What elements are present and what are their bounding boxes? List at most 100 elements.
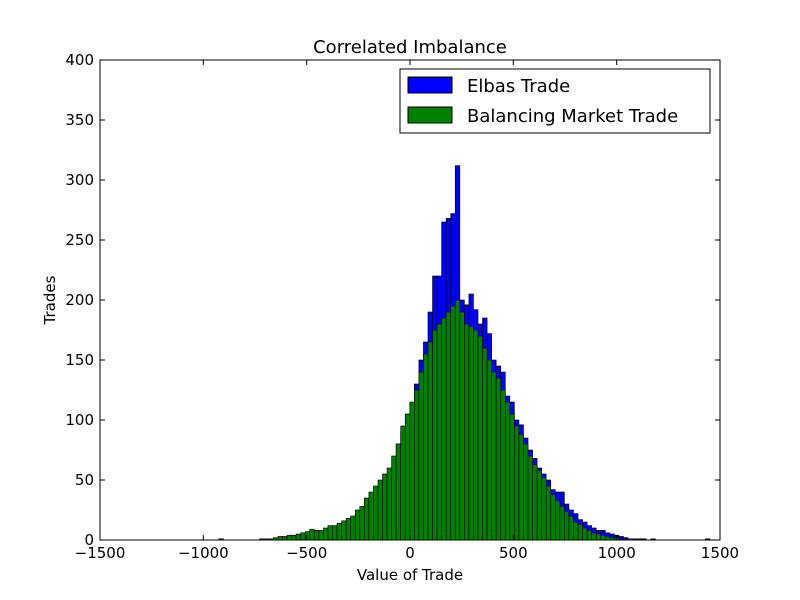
bar-balancing-market-trade xyxy=(545,485,552,541)
bar-balancing-market-trade xyxy=(373,485,379,541)
y-tick-label: 350 xyxy=(65,111,94,129)
bar-balancing-market-trade xyxy=(450,305,456,541)
bar-balancing-market-trade xyxy=(559,506,565,541)
legend-swatch-balancing-market-trade xyxy=(407,106,453,124)
bar-balancing-market-trade xyxy=(554,500,561,541)
bar-balancing-market-trade xyxy=(459,311,465,541)
x-tick-label: −1000 xyxy=(178,544,229,562)
bar-balancing-market-trade xyxy=(432,329,438,541)
bar-balancing-market-trade xyxy=(486,359,492,541)
bar-balancing-market-trade xyxy=(504,401,511,541)
bar-balancing-market-trade xyxy=(395,443,401,541)
bar-balancing-market-trade xyxy=(404,413,411,541)
bar-balancing-market-trade xyxy=(391,455,397,541)
bar-balancing-market-trade xyxy=(300,532,306,541)
y-axis-label: Trades xyxy=(41,275,59,325)
bar-balancing-market-trade xyxy=(564,510,570,541)
bar-balancing-market-trade xyxy=(341,520,347,541)
bar-balancing-market-trade xyxy=(568,515,574,541)
bar-balancing-market-trade xyxy=(527,455,533,541)
bar-balancing-market-trade xyxy=(282,536,288,541)
legend-label-balancing-market-trade: Balancing Market Trade xyxy=(467,106,678,127)
bar-balancing-market-trade xyxy=(314,530,320,541)
bar-balancing-market-trade xyxy=(377,479,383,541)
bar-balancing-market-trade xyxy=(318,530,324,541)
bar-balancing-market-trade xyxy=(468,326,474,541)
bar-balancing-market-trade xyxy=(304,531,311,541)
legend-label-elbas-trade: Elbas Trade xyxy=(467,76,570,97)
bar-balancing-market-trade xyxy=(409,401,415,541)
bar-balancing-market-trade xyxy=(532,464,538,541)
y-tick-label: 100 xyxy=(65,411,94,429)
bar-balancing-market-trade xyxy=(427,341,433,541)
x-tick-label: 500 xyxy=(499,544,528,562)
bar-balancing-market-trade xyxy=(382,473,388,541)
bar-balancing-market-trade xyxy=(518,434,524,541)
bar-balancing-market-trade xyxy=(286,534,292,541)
ticks-layer: −1500 −1000 −500 0 500 1000 1500 0 50 100 150 200 25… xyxy=(65,51,739,562)
bar-balancing-market-trade xyxy=(482,347,488,541)
bar-balancing-market-trade xyxy=(464,323,470,541)
bar-balancing-market-trade xyxy=(364,497,370,541)
bar-balancing-market-trade xyxy=(591,532,597,541)
bar-balancing-market-trade xyxy=(500,389,506,541)
bar-balancing-market-trade xyxy=(350,515,356,541)
bar-balancing-market-trade xyxy=(541,477,547,541)
bar-balancing-market-trade xyxy=(473,329,479,541)
y-tick-label: 250 xyxy=(65,231,94,249)
x-axis-label: Value of Trade xyxy=(357,566,463,584)
bar-balancing-market-trade xyxy=(359,506,365,541)
bar-balancing-market-trade xyxy=(536,470,542,541)
bar-balancing-market-trade xyxy=(445,311,452,541)
x-tick-label: 1000 xyxy=(598,544,636,562)
y-tick-label: 150 xyxy=(65,351,94,369)
bar-balancing-market-trade xyxy=(600,534,606,541)
bar-balancing-market-trade xyxy=(277,536,283,541)
y-tick-label: 200 xyxy=(65,291,94,309)
legend-swatch-elbas-trade xyxy=(407,76,453,94)
bar-balancing-market-trade xyxy=(595,533,602,541)
bar-balancing-market-trade xyxy=(414,389,420,541)
bar-balancing-market-trade xyxy=(368,491,374,541)
bar-balancing-market-trade xyxy=(441,317,447,541)
legend: Elbas Trade Balancing Market Trade xyxy=(399,68,711,134)
bar-balancing-market-trade xyxy=(323,527,329,541)
bar-balancing-market-trade xyxy=(327,525,333,541)
x-tick-label: −500 xyxy=(286,544,327,562)
bar-balancing-market-trade xyxy=(336,522,342,541)
bar-balancing-market-trade xyxy=(400,425,406,541)
bar-balancing-market-trade xyxy=(291,534,297,541)
y-tick-label: 400 xyxy=(65,51,94,69)
x-tick-label: 1500 xyxy=(701,544,739,562)
bar-balancing-market-trade xyxy=(523,443,529,541)
bar-balancing-market-trade xyxy=(454,299,461,541)
chart-title: Correlated Imbalance xyxy=(313,37,507,58)
bar-balancing-market-trade xyxy=(604,536,611,541)
bar-balancing-market-trade xyxy=(495,377,502,541)
bar-balancing-market-trade xyxy=(354,509,361,541)
bar-balancing-market-trade xyxy=(423,353,429,541)
y-tick-label: 50 xyxy=(75,471,94,489)
y-tick-label: 0 xyxy=(84,531,94,549)
bar-balancing-market-trade xyxy=(436,323,442,541)
bar-balancing-market-trade xyxy=(514,425,520,541)
bar-balancing-market-trade xyxy=(491,371,497,541)
bars-layer xyxy=(218,165,711,541)
y-tick-label: 300 xyxy=(65,171,94,189)
bar-balancing-market-trade xyxy=(295,533,301,541)
bar-balancing-market-trade xyxy=(586,530,592,541)
bar-balancing-market-trade xyxy=(309,528,315,541)
x-tick-label: 0 xyxy=(405,544,415,562)
bar-balancing-market-trade xyxy=(345,518,351,541)
bar-balancing-market-trade xyxy=(550,494,556,541)
bar-balancing-market-trade xyxy=(332,525,338,541)
bar-balancing-market-trade xyxy=(477,335,483,541)
bar-balancing-market-trade xyxy=(582,527,588,541)
bar-balancing-market-trade xyxy=(418,371,424,541)
bar-balancing-market-trade xyxy=(577,524,583,541)
bar-balancing-market-trade xyxy=(573,521,579,541)
bar-balancing-market-trade xyxy=(386,467,392,541)
x-tick-label: −1500 xyxy=(75,544,126,562)
